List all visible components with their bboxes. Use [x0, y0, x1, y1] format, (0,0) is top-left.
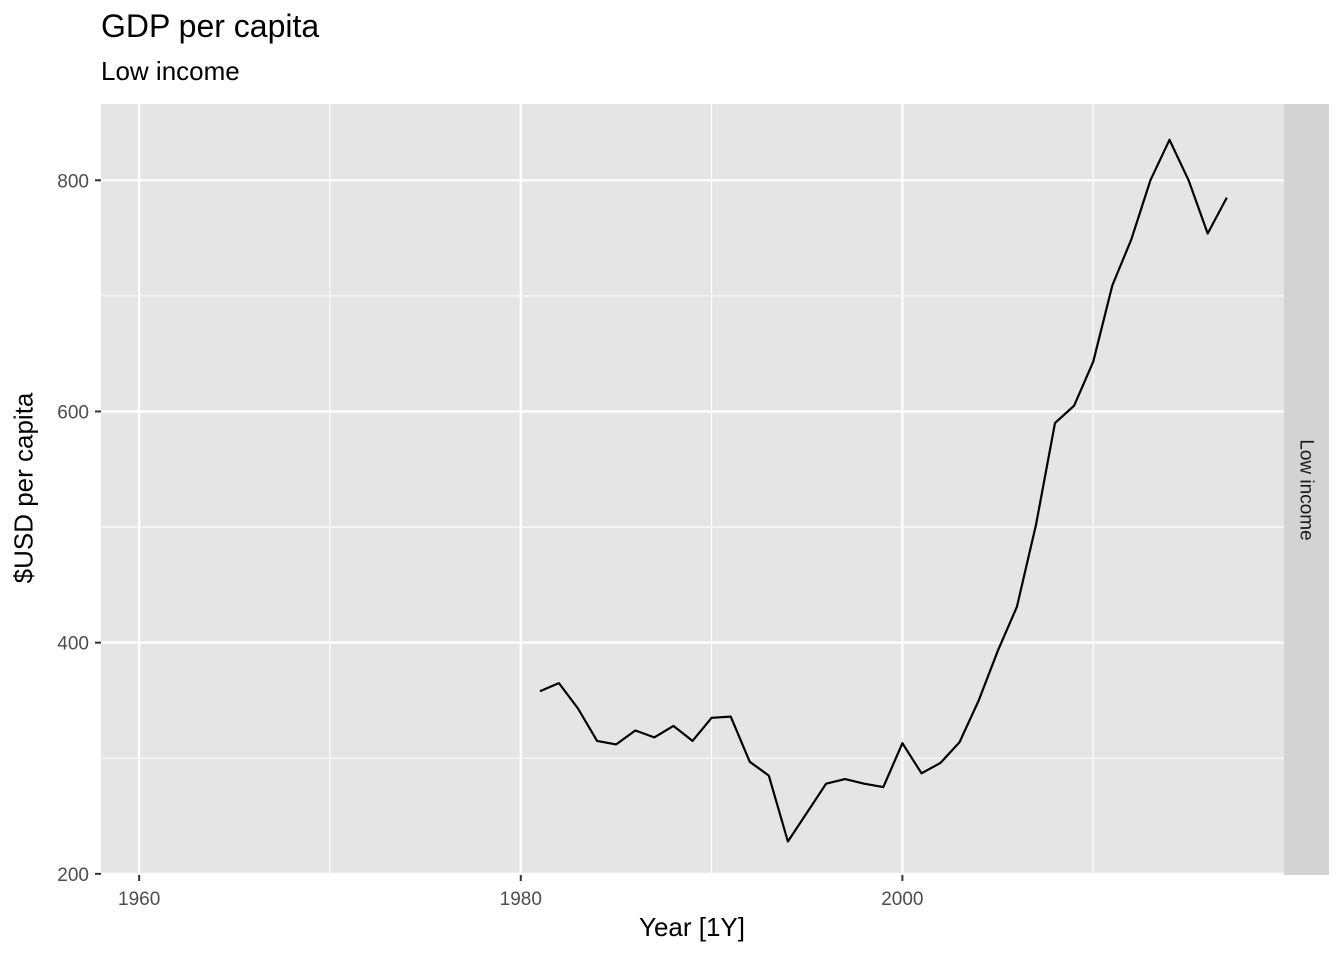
x-tick-label: 1960	[118, 889, 160, 910]
y-tick-label: 800	[57, 171, 89, 192]
panel-background	[101, 104, 1284, 875]
y-tick-label: 600	[57, 402, 89, 423]
x-tick-label: 2000	[881, 889, 923, 910]
y-tick-label: 200	[57, 865, 89, 886]
facet-strip	[1284, 104, 1329, 875]
y-tick-label: 400	[57, 634, 89, 655]
facet-strip-label: Low income	[1296, 439, 1317, 540]
x-tick-label: 1980	[500, 889, 542, 910]
chart-subtitle: Low income	[101, 56, 240, 86]
chart-title: GDP per capita	[101, 8, 320, 44]
series-line	[539, 138, 1228, 843]
x-axis-label: Year [1Y]	[638, 912, 746, 942]
